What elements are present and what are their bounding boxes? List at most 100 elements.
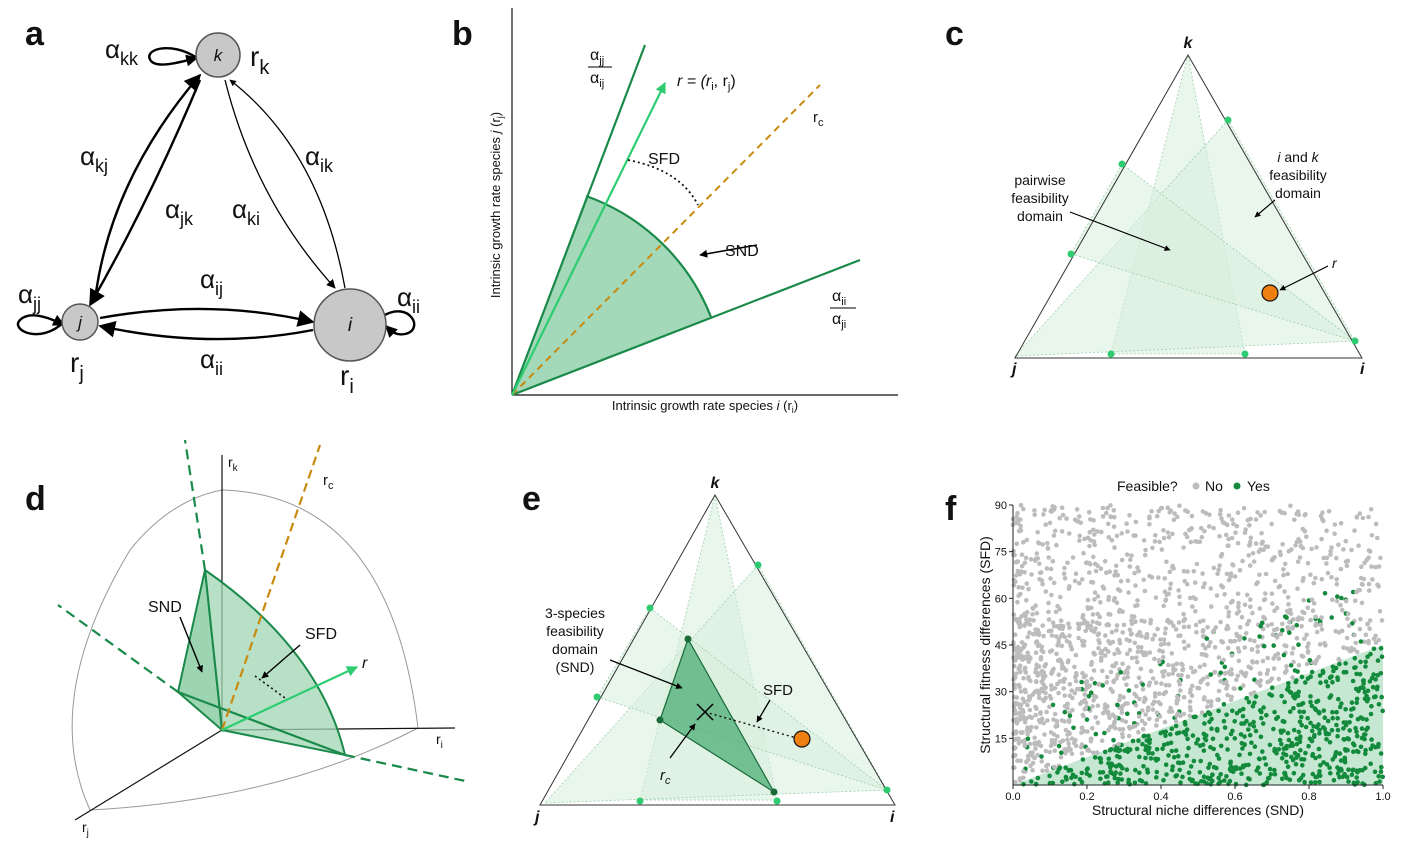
scatter-point-yes bbox=[1224, 736, 1230, 741]
scatter-point-no bbox=[1074, 507, 1080, 512]
scatter-point-no bbox=[1055, 603, 1060, 609]
scatter-point-yes bbox=[1334, 722, 1339, 728]
scatter-point-no bbox=[1042, 507, 1047, 513]
scatter-point-yes bbox=[1328, 770, 1333, 776]
scatter-point-no bbox=[1036, 742, 1042, 747]
scatter-point-no bbox=[1272, 578, 1278, 584]
scatter-point-no bbox=[1049, 669, 1055, 675]
scatter-point-no bbox=[1166, 672, 1171, 677]
scatter-point-yes bbox=[1267, 766, 1273, 772]
scatter-point-yes bbox=[1372, 769, 1378, 775]
scatter-point-no bbox=[1017, 739, 1022, 745]
scatter-point-yes bbox=[1284, 759, 1289, 765]
scatter-point-no bbox=[1226, 609, 1232, 615]
scatter-point-no bbox=[1241, 683, 1246, 688]
panel-d-label: d bbox=[25, 480, 46, 518]
scatter-point-no bbox=[1025, 634, 1030, 640]
scatter-point-no bbox=[1016, 666, 1021, 671]
scatter-point-no bbox=[1095, 720, 1101, 725]
scatter-point-yes bbox=[1112, 771, 1118, 777]
scatter-point-yes bbox=[1329, 615, 1334, 620]
scatter-point-no bbox=[1062, 693, 1067, 698]
scatter-point-no bbox=[1091, 554, 1096, 560]
scatter-point-no bbox=[1026, 586, 1031, 592]
scatter-point-yes bbox=[1130, 738, 1136, 744]
scatter-point-no bbox=[1203, 510, 1209, 516]
scatter-point-yes bbox=[1147, 737, 1153, 742]
scatter-point-no bbox=[1354, 589, 1359, 595]
scatter-point-yes bbox=[1350, 767, 1356, 773]
scatter-point-no bbox=[1174, 661, 1180, 667]
scatter-point-no bbox=[1087, 570, 1092, 575]
scatter-point-no bbox=[1067, 640, 1072, 645]
scatter-point-no bbox=[1154, 513, 1160, 519]
scatter-point-no bbox=[1013, 671, 1019, 676]
scatter-point-yes bbox=[1338, 758, 1344, 763]
scatter-point-no bbox=[1108, 503, 1113, 508]
scatter-point-no bbox=[1040, 768, 1045, 773]
scatter-point-yes bbox=[1267, 742, 1273, 748]
scatter-point-no bbox=[1048, 566, 1054, 572]
e-domain-line4: (SND) bbox=[556, 659, 595, 675]
panel-a: a k j i rk rj ri αkk αkj αjk αki αik αjj… bbox=[16, 15, 420, 398]
scatter-point-no bbox=[1090, 704, 1095, 709]
scatter-point-no bbox=[1145, 708, 1151, 713]
scatter-point-yes bbox=[1185, 736, 1190, 742]
scatter-point-no bbox=[1357, 626, 1363, 632]
scatter-point-yes bbox=[1371, 672, 1376, 677]
scatter-point-no bbox=[1025, 650, 1030, 656]
scatter-point-yes bbox=[1358, 639, 1364, 644]
scatter-point-yes bbox=[1282, 719, 1287, 725]
f-points bbox=[1010, 502, 1385, 788]
scatter-point-yes bbox=[1063, 765, 1068, 770]
node-i bbox=[313, 288, 387, 362]
scatter-point-no bbox=[1094, 750, 1100, 755]
scatter-point-yes bbox=[1154, 758, 1159, 763]
scatter-point-yes bbox=[1363, 659, 1368, 665]
scatter-point-no bbox=[1109, 538, 1115, 543]
scatter-point-no bbox=[1236, 604, 1241, 610]
scatter-point-no bbox=[1193, 596, 1198, 602]
scatter-point-no bbox=[1018, 730, 1024, 735]
scatter-point-yes bbox=[1195, 737, 1201, 742]
scatter-point-no bbox=[1079, 742, 1085, 747]
scatter-point-no bbox=[1155, 626, 1160, 632]
scatter-point-no bbox=[1024, 609, 1030, 615]
scatter-point-no bbox=[1262, 597, 1268, 602]
scatter-point-yes bbox=[1110, 762, 1115, 768]
scatter-point-no bbox=[1289, 651, 1295, 656]
scatter-point-no bbox=[1064, 516, 1069, 521]
node-k-label: k bbox=[214, 46, 224, 65]
scatter-point-yes bbox=[1098, 759, 1104, 765]
scatter-point-no bbox=[1209, 604, 1214, 609]
scatter-point-no bbox=[1152, 691, 1158, 696]
scatter-point-no bbox=[1336, 656, 1341, 662]
scatter-point-yes bbox=[1200, 742, 1206, 747]
scatter-point-yes bbox=[1308, 780, 1314, 785]
scatter-point-no bbox=[1232, 574, 1238, 579]
scatter-point-no bbox=[1099, 529, 1104, 535]
scatter-point-no bbox=[1191, 569, 1197, 574]
scatter-point-no bbox=[1063, 751, 1068, 756]
d-rc-label: rc bbox=[323, 472, 334, 492]
scatter-point-yes bbox=[1317, 731, 1322, 736]
scatter-point-no bbox=[1036, 632, 1042, 638]
scatter-point-no bbox=[1100, 710, 1106, 716]
c-green-point bbox=[1118, 160, 1126, 168]
scatter-point-no bbox=[1032, 755, 1037, 761]
scatter-point-yes bbox=[1286, 681, 1291, 686]
scatter-point-yes bbox=[1161, 742, 1167, 748]
scatter-point-yes bbox=[1214, 727, 1220, 733]
scatter-point-yes bbox=[1117, 747, 1123, 753]
scatter-point-no bbox=[1091, 750, 1096, 756]
scatter-point-yes bbox=[1377, 779, 1382, 784]
scatter-point-no bbox=[1162, 631, 1168, 636]
scatter-point-no bbox=[1187, 699, 1193, 704]
scatter-point-no bbox=[1218, 507, 1223, 513]
scatter-point-no bbox=[1135, 565, 1140, 570]
scatter-point-yes bbox=[1063, 774, 1069, 780]
scatter-point-no bbox=[1338, 521, 1344, 526]
b-r-vector bbox=[511, 82, 666, 396]
scatter-point-no bbox=[1049, 648, 1055, 653]
scatter-point-yes bbox=[1247, 722, 1253, 727]
